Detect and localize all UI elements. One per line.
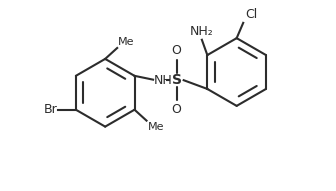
Text: NH₂: NH₂ <box>190 25 214 38</box>
Text: O: O <box>172 103 181 116</box>
Text: S: S <box>172 73 181 87</box>
Text: Cl: Cl <box>245 8 257 21</box>
Text: Br: Br <box>44 103 58 116</box>
Text: O: O <box>172 44 181 57</box>
Text: Me: Me <box>118 37 135 47</box>
Text: Me: Me <box>148 122 164 132</box>
Text: NH: NH <box>154 74 172 87</box>
